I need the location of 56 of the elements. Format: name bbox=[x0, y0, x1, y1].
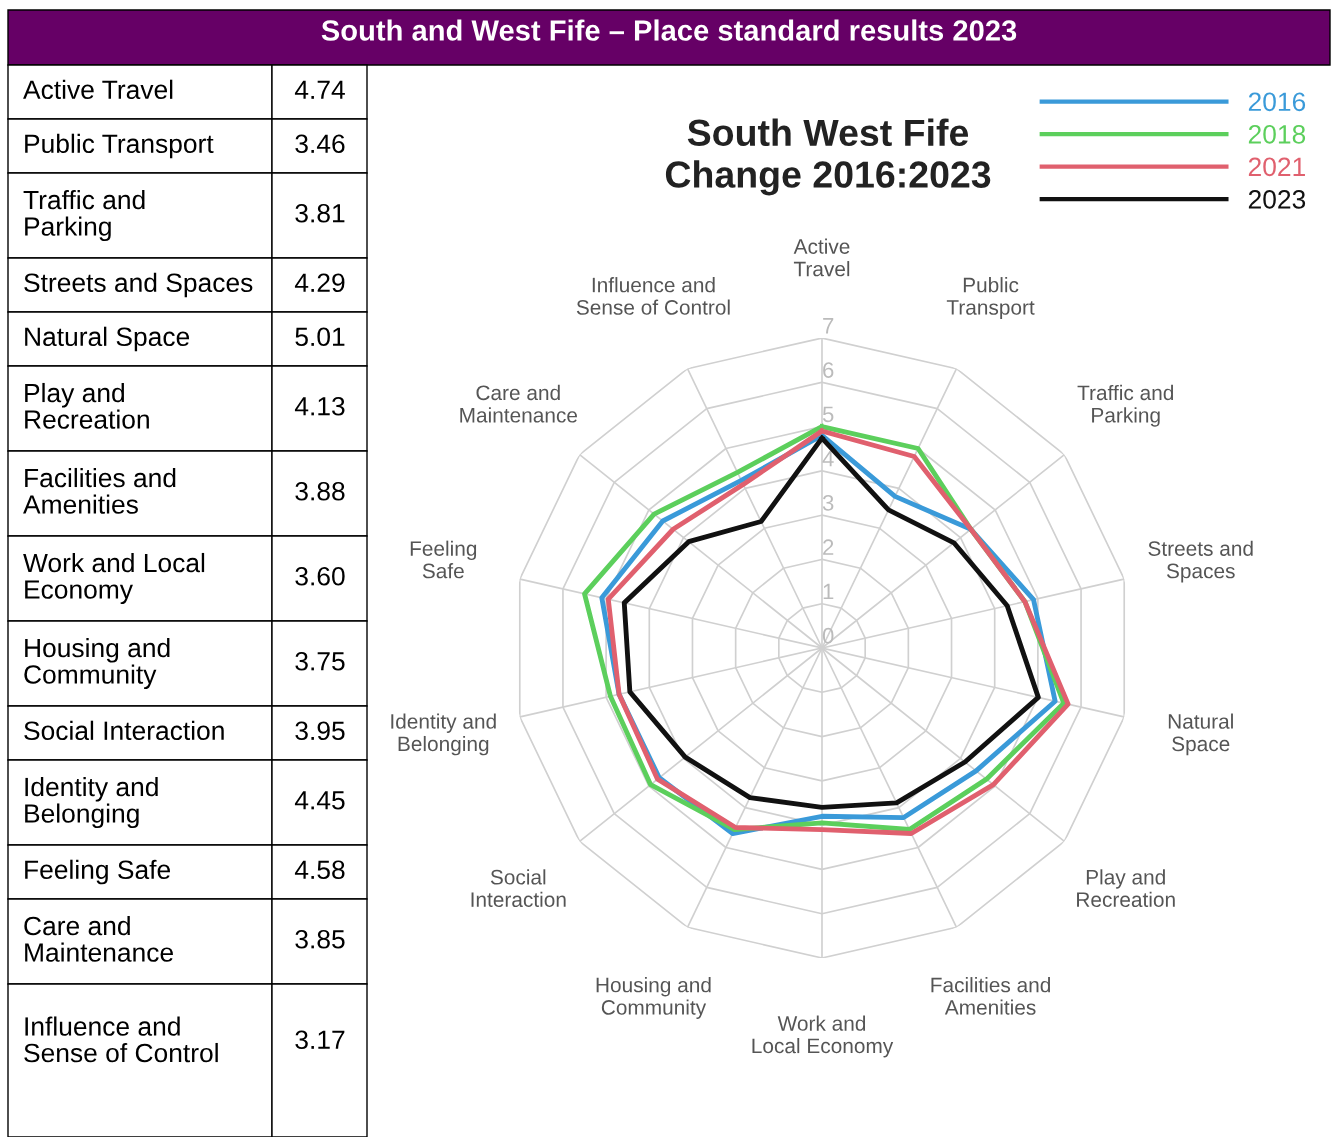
text: 4.74 bbox=[294, 80, 345, 99]
category-label: Natural Space bbox=[25, 326, 190, 352]
text: 4.29 bbox=[294, 273, 345, 293]
text: 3.75 bbox=[295, 651, 345, 671]
y-tick-label: 6 bbox=[823, 362, 834, 378]
text: 5.01 bbox=[295, 327, 345, 347]
category-label: Care and Maintenance bbox=[24, 915, 173, 962]
spoke-label: Work and Local Economy bbox=[752, 1015, 894, 1058]
text: 4.13 bbox=[294, 396, 345, 416]
spoke-label: Social Interaction bbox=[471, 869, 566, 908]
spoke-label: Active Travel bbox=[793, 238, 850, 277]
text: 2016 bbox=[1248, 92, 1306, 112]
text: 3.95 bbox=[295, 721, 345, 741]
y-tick-label: 1 bbox=[823, 583, 834, 600]
text: 3.88 bbox=[295, 481, 345, 501]
spoke-label: Identity and Belonging bbox=[391, 713, 496, 756]
text: 2021 bbox=[1248, 157, 1305, 177]
text: 4.45 bbox=[294, 791, 345, 810]
text: 2018 bbox=[1248, 124, 1306, 144]
text: 4.58 bbox=[294, 860, 345, 880]
category-label: Facilities and Amenities bbox=[23, 467, 176, 514]
spoke-label: Feeling Safe bbox=[410, 540, 477, 579]
y-tick-label: 5 bbox=[822, 406, 834, 423]
text: 3.46 bbox=[295, 134, 345, 154]
spoke-label: Facilities and Amenities bbox=[931, 977, 1050, 1015]
spoke-label: Housing and Community bbox=[596, 977, 711, 1019]
spoke-label: Streets and Spaces bbox=[1148, 540, 1253, 583]
spoke-label: Play and Recreation bbox=[1077, 869, 1175, 908]
category-label: Housing and Community bbox=[24, 637, 170, 690]
category-label: Identity and Belonging bbox=[25, 776, 158, 829]
text: South West Fife Change 2016:2023 bbox=[665, 118, 991, 196]
y-tick-label: 3 bbox=[822, 495, 834, 511]
y-tick-label: 4 bbox=[822, 450, 834, 467]
text: 3.81 bbox=[295, 203, 345, 223]
text: 3.60 bbox=[295, 566, 345, 586]
category-label: Public Transport bbox=[25, 133, 214, 159]
spoke-label: Natural Space bbox=[1168, 713, 1233, 756]
y-tick-label: 7 bbox=[823, 318, 834, 334]
category-label: Influence and Sense of Control bbox=[24, 1016, 218, 1063]
category-label: Active Travel bbox=[23, 79, 173, 100]
category-label: Traffic and Parking bbox=[23, 189, 145, 242]
spoke-label: Traffic and Parking bbox=[1077, 384, 1174, 427]
text: 3.17 bbox=[295, 1030, 345, 1050]
spoke-label: Influence and Sense of Control bbox=[576, 277, 730, 315]
text: 2023 bbox=[1248, 189, 1306, 209]
spoke-label: Care and Maintenance bbox=[460, 384, 578, 423]
category-label: Feeling Safe bbox=[25, 859, 170, 885]
category-label: Play and Recreation bbox=[25, 382, 149, 429]
spoke-label: Public Transport bbox=[946, 277, 1035, 319]
text: 3.85 bbox=[295, 929, 345, 949]
category-label: Work and Local Economy bbox=[23, 552, 205, 605]
category-label: Social Interaction bbox=[24, 720, 224, 741]
y-tick-label: 2 bbox=[823, 539, 834, 555]
text: South and West Fife – Place standard results 2023 bbox=[321, 19, 1017, 41]
category-label: Streets and Spaces bbox=[24, 272, 253, 298]
y-tick-label: 0 bbox=[822, 627, 834, 644]
